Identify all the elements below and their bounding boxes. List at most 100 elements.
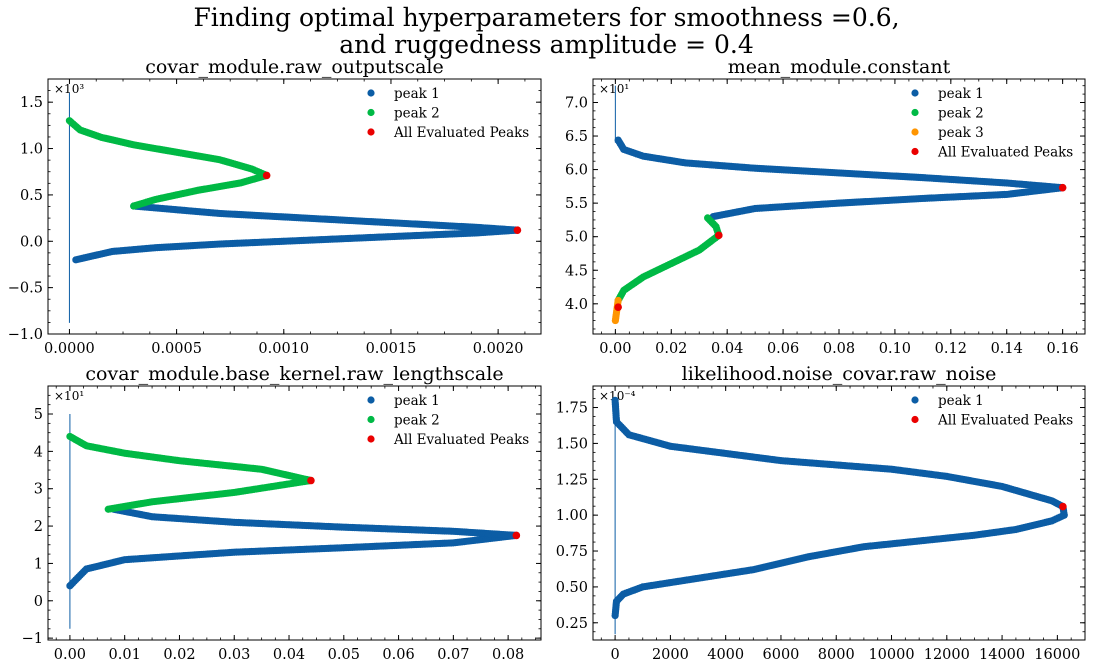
legend-label-peak-1: peak 1: [394, 86, 440, 102]
legend-marker-peak-2: [911, 108, 919, 117]
y-tick-label: 1.5: [20, 95, 43, 111]
y-tick-label: 1: [34, 556, 43, 572]
subplot-3: covar_module.base_kernel.raw_lengthscale…: [22, 363, 542, 663]
legend-label-peak-2: peak 2: [394, 106, 440, 122]
subplot-title: likelihood.noise_covar.raw_noise: [682, 363, 997, 385]
data-point: [307, 476, 315, 485]
subplot-2: mean_module.constant 0.00 0.02 0.04 0.06 0.08…: [565, 56, 1086, 357]
y-tick-label: 1.25: [556, 472, 588, 488]
x-tick-label: 0.0015: [366, 341, 417, 357]
x-tick-label: 0.04: [273, 647, 305, 663]
series-peak-2: [65, 117, 271, 210]
x-tick-label: 0.0020: [473, 341, 524, 357]
legend-label-all-evaluated-peaks: All Evaluated Peaks: [393, 125, 529, 141]
y-tick-label: −1: [22, 631, 43, 647]
data-point: [512, 531, 521, 540]
y-tick-label: 0.25: [556, 616, 588, 632]
y-tick-label: 4.0: [565, 297, 588, 313]
y-tick-label: 2: [34, 519, 43, 535]
legend: peak 1 peak 2 peak 3 All Evaluated Peaks: [911, 86, 1073, 161]
legend-label-all-evaluated-peaks: All Evaluated Peaks: [393, 432, 529, 448]
x-tick-label: 0.00: [599, 341, 631, 357]
legend: peak 1 All Evaluated Peaks: [911, 393, 1073, 429]
subplot-1: covar_module.raw_outputscale 0.0000 0.0005…: [8, 56, 542, 357]
x-tick-label: 16000: [1034, 647, 1080, 663]
y-tick-label: 1.0: [20, 142, 43, 158]
series-all-evaluated-peaks: [614, 183, 1067, 311]
plot-area: [65, 92, 522, 323]
data-point: [714, 231, 723, 240]
legend-marker-peak-2: [367, 108, 375, 117]
x-tick-label: 0.08: [492, 647, 524, 663]
x-tick-label: 0: [610, 647, 619, 663]
axis-multiplier: ×10¹: [54, 389, 84, 403]
x-tick-label: 0.06: [382, 647, 414, 663]
series-all-evaluated-peaks: [1059, 502, 1067, 511]
series-peak-2: [614, 214, 723, 305]
x-tick-label: 10000: [868, 647, 914, 663]
x-tick-label: 0.02: [655, 341, 687, 357]
legend-marker-peak-1: [367, 89, 375, 97]
x-tick-label: 8000: [818, 647, 855, 663]
x-tick-label: 14000: [979, 647, 1025, 663]
legend-marker-all-evaluated-peaks: [367, 128, 375, 136]
y-tick-label: −1.0: [8, 327, 43, 343]
y-tick-label: 6.5: [565, 129, 588, 145]
legend-marker-all-evaluated-peaks: [367, 435, 375, 443]
axes-frame: [47, 385, 542, 641]
y-tick-label: 3: [34, 482, 43, 498]
y-tick-label: 1.75: [556, 401, 588, 417]
y-tick-label: 1.00: [556, 508, 588, 524]
legend: peak 1 peak 2 All Evaluated Peaks: [367, 86, 529, 141]
legend: peak 1 peak 2 All Evaluated Peaks: [367, 393, 529, 448]
series-peak-2: [66, 432, 315, 513]
x-tick-label: 0.00: [54, 647, 86, 663]
legend-label-all-evaluated-peaks: All Evaluated Peaks: [937, 413, 1073, 429]
data-point: [65, 117, 74, 125]
legend-label-peak-2: peak 2: [938, 106, 984, 122]
legend-marker-peak-1: [911, 89, 919, 97]
data-point: [1058, 183, 1067, 192]
x-tick-label: 0.08: [823, 341, 855, 357]
x-tick-label: 0.0000: [44, 341, 95, 357]
y-tick-label: 4.5: [565, 263, 588, 279]
x-tick-label: 4000: [707, 647, 744, 663]
x-tick-label: 0.0005: [151, 341, 202, 357]
subplot-title: mean_module.constant: [728, 56, 951, 78]
axes-frame: [592, 385, 1086, 641]
axes-frame: [47, 78, 542, 335]
data-point: [614, 303, 622, 311]
y-tick-label: 5: [34, 407, 43, 423]
data-point: [611, 396, 619, 404]
y-tick-label: 5.5: [565, 196, 588, 212]
x-tick-label: 2000: [652, 647, 689, 663]
legend-marker-peak-2: [367, 415, 375, 424]
axis-multiplier: ×10³: [54, 82, 84, 96]
x-tick-label: 0.06: [767, 341, 799, 357]
x-tick-label: 0.03: [218, 647, 250, 663]
y-tick-label: 0.0: [20, 234, 43, 250]
axis-multiplier: ×10⁻⁴: [599, 389, 636, 403]
data-point: [513, 226, 522, 234]
data-point: [1059, 502, 1067, 511]
y-tick-label: 0.50: [556, 580, 588, 596]
y-tick-label: 5.0: [565, 230, 588, 246]
x-tick-label: 0.16: [1046, 341, 1078, 357]
series-peak-1: [72, 202, 522, 264]
legend-label-all-evaluated-peaks: All Evaluated Peaks: [937, 145, 1073, 161]
x-tick-label: 0.05: [328, 647, 360, 663]
x-tick-label: 0.02: [163, 647, 195, 663]
legend-label-peak-1: peak 1: [394, 393, 440, 409]
y-tick-label: 6.0: [565, 163, 588, 179]
series-all-evaluated-peaks: [262, 171, 522, 234]
legend-label-peak-2: peak 2: [394, 413, 440, 429]
y-tick-label: 4: [34, 444, 43, 460]
y-tick-label: 0.75: [556, 544, 588, 560]
data-point: [262, 171, 271, 180]
x-tick-label: 6000: [763, 647, 800, 663]
legend-marker-peak-1: [911, 396, 919, 404]
subplot-title: covar_module.raw_outputscale: [145, 56, 444, 78]
series-peak-1: [66, 505, 520, 590]
subplot-title: covar_module.base_kernel.raw_lengthscale: [85, 363, 503, 385]
